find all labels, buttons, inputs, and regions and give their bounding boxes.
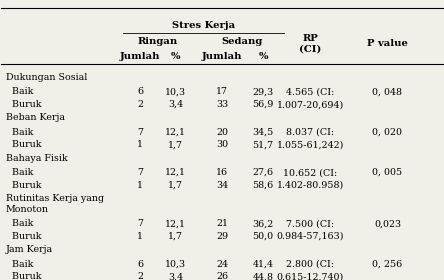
Text: Baik: Baik <box>6 260 33 269</box>
Text: 30: 30 <box>216 140 228 150</box>
Text: 0,023: 0,023 <box>374 219 401 228</box>
Text: 1: 1 <box>137 140 143 150</box>
Text: 56,9: 56,9 <box>252 100 274 109</box>
Text: 1,7: 1,7 <box>168 181 183 190</box>
Text: 29,3: 29,3 <box>252 87 274 96</box>
Text: Stres Kerja: Stres Kerja <box>172 21 235 30</box>
Text: 1.055-61,242): 1.055-61,242) <box>277 140 344 150</box>
Text: Jumlah: Jumlah <box>202 52 242 61</box>
Text: 1.402-80.958): 1.402-80.958) <box>277 181 344 190</box>
Text: 10,3: 10,3 <box>165 87 186 96</box>
Text: 1: 1 <box>137 232 143 241</box>
Text: Baik: Baik <box>6 168 33 177</box>
Text: 34,5: 34,5 <box>252 128 274 137</box>
Text: 0.984-57,163): 0.984-57,163) <box>277 232 344 241</box>
Text: 7.500 (CI:: 7.500 (CI: <box>286 219 334 228</box>
Text: 41,4: 41,4 <box>253 260 274 269</box>
Text: Sedang: Sedang <box>222 37 263 46</box>
Text: 0, 005: 0, 005 <box>373 168 403 177</box>
Text: 12,1: 12,1 <box>165 168 186 177</box>
Text: Jam Kerja: Jam Kerja <box>6 245 53 254</box>
Text: 33: 33 <box>216 100 228 109</box>
Text: 58,6: 58,6 <box>252 181 274 190</box>
Text: 17: 17 <box>216 87 228 96</box>
Text: 1,7: 1,7 <box>168 140 183 150</box>
Text: 7: 7 <box>137 168 143 177</box>
Text: Ringan: Ringan <box>138 37 178 46</box>
Text: Baik: Baik <box>6 128 33 137</box>
Text: Monoton: Monoton <box>6 205 49 214</box>
Text: 2.800 (CI:: 2.800 (CI: <box>286 260 334 269</box>
Text: Buruk: Buruk <box>6 232 41 241</box>
Text: 4.565 (CI:: 4.565 (CI: <box>286 87 334 96</box>
Text: 1: 1 <box>137 181 143 190</box>
Text: Baik: Baik <box>6 219 33 228</box>
Text: Rutinitas Kerja yang: Rutinitas Kerja yang <box>6 194 104 203</box>
Text: 10,3: 10,3 <box>165 260 186 269</box>
Text: Buruk: Buruk <box>6 272 41 280</box>
Text: 6: 6 <box>137 87 143 96</box>
Text: 1,7: 1,7 <box>168 232 183 241</box>
Text: %: % <box>171 52 180 61</box>
Text: Buruk: Buruk <box>6 140 41 150</box>
Text: Baik: Baik <box>6 87 33 96</box>
Text: 10.652 (CI:: 10.652 (CI: <box>283 168 337 177</box>
Text: 7: 7 <box>137 128 143 137</box>
Text: Jumlah: Jumlah <box>120 52 161 61</box>
Text: 44,8: 44,8 <box>253 272 274 280</box>
Text: 1.007-20,694): 1.007-20,694) <box>277 100 344 109</box>
Text: Buruk: Buruk <box>6 100 41 109</box>
Text: 20: 20 <box>216 128 228 137</box>
Text: 21: 21 <box>216 219 228 228</box>
Text: 12,1: 12,1 <box>165 128 186 137</box>
Text: 16: 16 <box>216 168 228 177</box>
Text: 0.615-12,740): 0.615-12,740) <box>277 272 344 280</box>
Text: 3,4: 3,4 <box>168 272 183 280</box>
Text: 34: 34 <box>216 181 228 190</box>
Text: %: % <box>258 52 268 61</box>
Text: Buruk: Buruk <box>6 181 41 190</box>
Text: Beban Kerja: Beban Kerja <box>6 113 65 122</box>
Text: Bahaya Fisik: Bahaya Fisik <box>6 154 67 163</box>
Text: 7: 7 <box>137 219 143 228</box>
Text: P value: P value <box>367 39 408 48</box>
Text: 26: 26 <box>216 272 228 280</box>
Text: 0, 256: 0, 256 <box>373 260 403 269</box>
Text: 36,2: 36,2 <box>252 219 274 228</box>
Text: 12,1: 12,1 <box>165 219 186 228</box>
Text: 24: 24 <box>216 260 228 269</box>
Text: 6: 6 <box>137 260 143 269</box>
Text: 50,0: 50,0 <box>253 232 274 241</box>
Text: 0, 020: 0, 020 <box>373 128 402 137</box>
Text: 2: 2 <box>137 100 143 109</box>
Text: RP
(CI): RP (CI) <box>299 34 321 53</box>
Text: Dukungan Sosial: Dukungan Sosial <box>6 73 87 82</box>
Text: 0, 048: 0, 048 <box>373 87 402 96</box>
Text: 29: 29 <box>216 232 228 241</box>
Text: 3,4: 3,4 <box>168 100 183 109</box>
Text: 27,6: 27,6 <box>253 168 274 177</box>
Text: 51,7: 51,7 <box>253 140 274 150</box>
Text: 2: 2 <box>137 272 143 280</box>
Text: 8.037 (CI:: 8.037 (CI: <box>286 128 334 137</box>
